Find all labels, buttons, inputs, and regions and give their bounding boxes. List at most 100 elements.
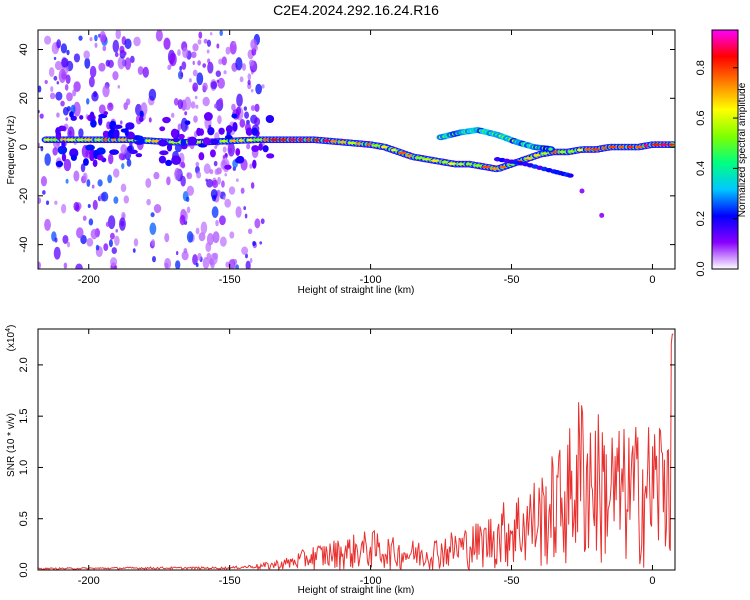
snr-x-ticks: -200 -150 -100 -50 0 [78,329,656,587]
noise-dot [148,117,152,123]
noise-dot [113,196,119,204]
noise-dot [218,97,224,106]
ridge-core [262,138,269,142]
noise-blob [61,153,67,162]
noise-blob [162,116,171,124]
ridge-core [601,146,607,150]
noise-dot [38,142,41,147]
ridge-core [323,139,330,143]
noise-dot [61,203,67,214]
noise-dot [167,64,172,71]
noise-dot [174,167,181,181]
noise-dot [224,153,228,157]
noise-dot [133,36,141,47]
noise-dot [214,103,218,109]
snr-x-label: Height of straight line (km) [298,585,415,596]
noise-dot [88,76,95,88]
noise-dot [65,178,69,184]
noise-dot [247,79,251,86]
noise-dot [56,81,60,85]
noise-blob [112,124,123,129]
noise-dot [142,66,149,78]
x-tick-label: -200 [78,274,100,286]
noise-dot [150,212,155,218]
noise-blob [159,126,166,132]
noise-blob [225,125,233,134]
noise-dot [91,91,99,102]
noise-blob [231,113,238,119]
noise-dot [40,176,48,187]
x-tick-label: -100 [360,575,382,587]
noise-dot [114,235,120,246]
ridge-core [618,145,625,149]
ridge-core [66,138,76,142]
noise-blob [102,130,110,138]
noise-dot [87,203,91,209]
noise-blob [258,142,263,151]
noise-blob [83,158,89,166]
ridge-core [430,159,440,163]
noise-dot [235,178,239,182]
noise-dot [186,172,193,180]
noise-dot [192,82,199,92]
noise-dot [145,178,152,188]
noise-dot [120,120,123,125]
noise-dot [207,61,214,74]
noise-dot [206,39,212,47]
noise-dot [121,163,125,170]
ridge-core [347,141,357,145]
x-tick-label: -50 [504,575,520,587]
noise-dot [200,221,208,235]
noise-dot [152,255,156,263]
x-tick-label: -100 [360,274,382,286]
noise-dot [68,130,72,136]
noise-blob [266,153,275,159]
spectrogram-y-label: Frequency (Hz) [6,116,17,185]
snr-y-label: SNR (10 * v/v) [6,413,17,477]
noise-dot [107,102,114,112]
noise-dot [98,104,106,115]
colorbar-tick-label: 0.4 [695,161,707,176]
noise-dot [50,86,54,92]
noise-dot [63,262,68,269]
noise-dot [82,172,88,182]
noise-dot [186,231,194,243]
noise-dot [235,206,242,218]
noise-dot [203,38,208,44]
noise-dot [153,171,160,180]
isolated-blob [599,212,605,218]
noise-dot [215,70,222,78]
noise-blob [70,154,77,161]
noise-dot [108,153,114,165]
noise-blob [96,154,104,161]
noise-blob [85,144,95,151]
noise-dot [194,95,198,100]
ridge-tail [566,173,574,178]
x-tick-label: -150 [219,274,241,286]
noise-dot [86,98,90,105]
noise-dot [217,77,225,89]
noise-blob [138,116,144,123]
noise-dot [46,200,50,205]
ridge-core [297,138,304,142]
noise-dot [155,30,163,42]
noise-dot [73,201,80,211]
snr-plot-area [38,329,675,570]
noise-dot [239,118,246,128]
ridge-core [246,138,254,142]
noise-dot [188,78,192,83]
noise-dot [244,213,248,219]
noise-dot [54,237,58,243]
noise-dot [113,168,120,178]
noise-dot [175,251,179,256]
y-tick-label: 20 [18,92,30,104]
noise-dot [236,93,243,107]
colorbar-frame [711,29,739,270]
noise-blob [89,111,95,121]
spectrogram-marks [38,30,675,269]
noise-dot [228,186,236,195]
isolated-blob [579,188,585,194]
noise-dot [53,246,61,260]
noise-blob [218,127,225,135]
ridge-core [576,148,584,152]
